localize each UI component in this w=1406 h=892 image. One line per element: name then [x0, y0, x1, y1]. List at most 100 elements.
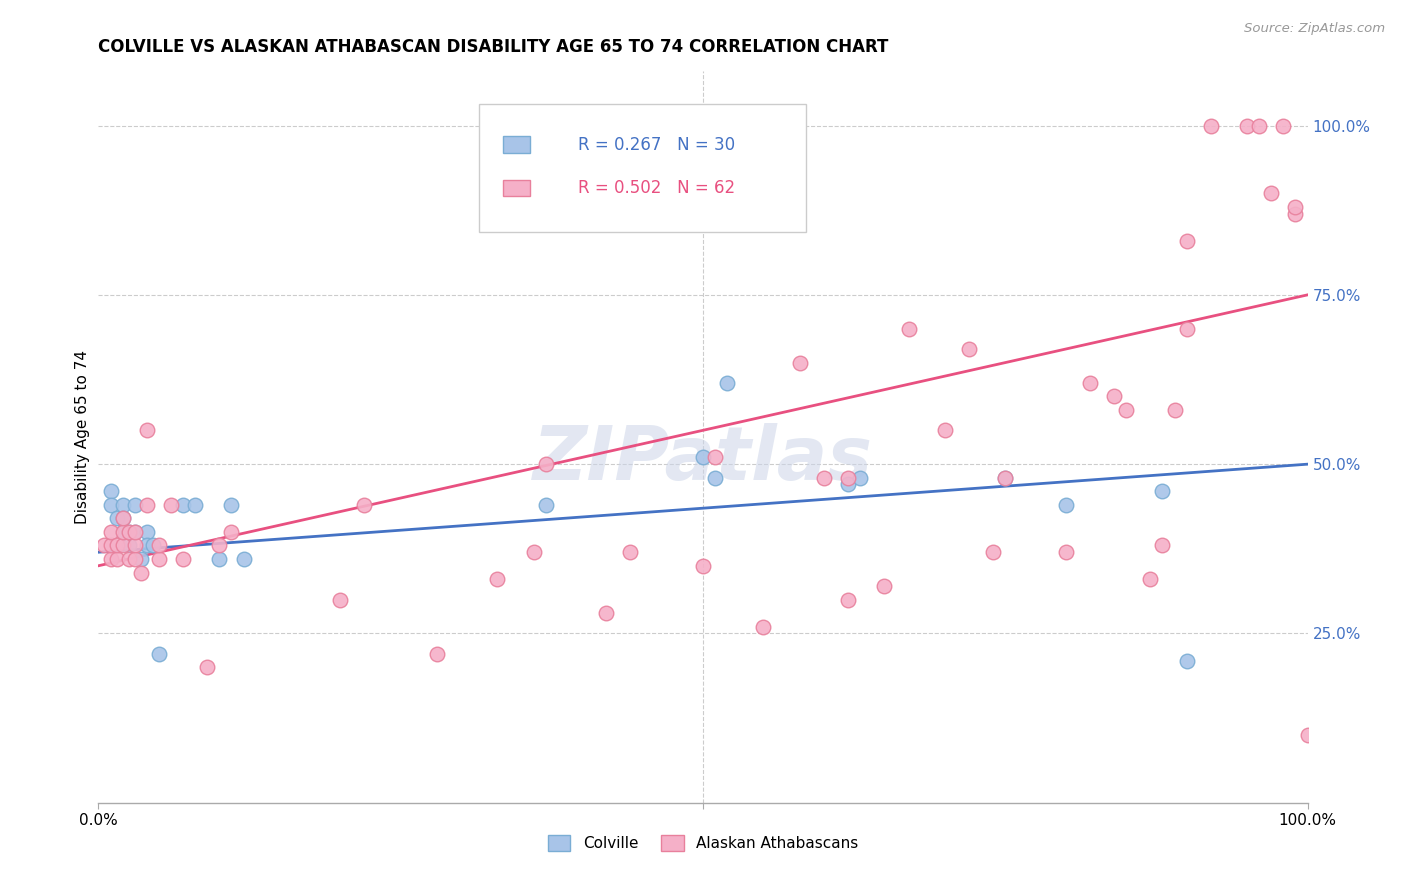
Point	[105, 538, 128, 552]
Point	[595, 606, 617, 620]
Text: Source: ZipAtlas.com: Source: ZipAtlas.com	[1244, 22, 1385, 36]
Point	[124, 524, 146, 539]
Point	[100, 498, 122, 512]
Point	[873, 579, 896, 593]
FancyBboxPatch shape	[503, 180, 530, 196]
Point	[142, 538, 165, 552]
Point	[1152, 538, 1174, 552]
Point	[100, 484, 122, 499]
Point	[1139, 572, 1161, 586]
Point	[1175, 234, 1198, 248]
Point	[100, 524, 122, 539]
Point	[160, 498, 183, 512]
Point	[837, 471, 859, 485]
Point	[1152, 484, 1174, 499]
Point	[118, 538, 141, 552]
Point	[1284, 206, 1306, 220]
Point	[1078, 376, 1101, 390]
Point	[208, 552, 231, 566]
Point	[934, 423, 956, 437]
Point	[704, 450, 727, 465]
Point	[957, 342, 980, 356]
Point	[118, 552, 141, 566]
Point	[232, 552, 254, 566]
Point	[111, 524, 134, 539]
Point	[329, 592, 352, 607]
Point	[111, 524, 134, 539]
Point	[221, 524, 243, 539]
Point	[1249, 119, 1271, 133]
FancyBboxPatch shape	[503, 136, 530, 153]
Point	[93, 538, 115, 552]
Point	[1272, 119, 1295, 133]
Text: COLVILLE VS ALASKAN ATHABASCAN DISABILITY AGE 65 TO 74 CORRELATION CHART: COLVILLE VS ALASKAN ATHABASCAN DISABILIT…	[98, 38, 889, 56]
Point	[1102, 389, 1125, 403]
Point	[111, 498, 134, 512]
Text: R = 0.267   N = 30: R = 0.267 N = 30	[578, 136, 735, 153]
Point	[105, 511, 128, 525]
Point	[1236, 119, 1258, 133]
Point	[124, 538, 146, 552]
Point	[118, 524, 141, 539]
Point	[148, 647, 170, 661]
Point	[105, 552, 128, 566]
Point	[752, 620, 775, 634]
Point	[1260, 186, 1282, 201]
Y-axis label: Disability Age 65 to 74: Disability Age 65 to 74	[75, 350, 90, 524]
Point	[124, 524, 146, 539]
Legend: Colville, Alaskan Athabascans: Colville, Alaskan Athabascans	[541, 830, 865, 857]
Point	[704, 471, 727, 485]
Point	[135, 423, 157, 437]
Point	[486, 572, 509, 586]
Point	[195, 660, 218, 674]
Point	[837, 477, 859, 491]
Point	[100, 552, 122, 566]
Point	[1054, 498, 1077, 512]
Point	[172, 498, 194, 512]
Point	[789, 355, 811, 369]
Point	[184, 498, 207, 512]
FancyBboxPatch shape	[479, 104, 806, 232]
Point	[100, 538, 122, 552]
Point	[111, 511, 134, 525]
Point	[692, 450, 714, 465]
Point	[148, 552, 170, 566]
Point	[1199, 119, 1222, 133]
Point	[897, 322, 920, 336]
Point	[1054, 545, 1077, 559]
Point	[813, 471, 835, 485]
Point	[172, 552, 194, 566]
Point	[534, 457, 557, 471]
Point	[111, 538, 134, 552]
Point	[1175, 322, 1198, 336]
Point	[994, 471, 1017, 485]
Point	[619, 545, 641, 559]
Point	[148, 538, 170, 552]
Point	[129, 552, 152, 566]
Text: R = 0.502   N = 62: R = 0.502 N = 62	[578, 179, 735, 197]
Point	[981, 545, 1004, 559]
Point	[994, 471, 1017, 485]
Point	[523, 545, 546, 559]
Point	[118, 524, 141, 539]
Point	[849, 471, 872, 485]
Text: ZIPatlas: ZIPatlas	[533, 423, 873, 496]
Point	[1296, 728, 1319, 742]
Point	[135, 498, 157, 512]
Point	[124, 498, 146, 512]
Point	[353, 498, 375, 512]
Point	[426, 647, 449, 661]
Point	[124, 552, 146, 566]
Point	[534, 498, 557, 512]
Point	[1115, 403, 1137, 417]
Point	[1284, 200, 1306, 214]
Point	[1175, 654, 1198, 668]
Point	[135, 524, 157, 539]
Point	[111, 511, 134, 525]
Point	[716, 376, 738, 390]
Point	[692, 558, 714, 573]
Point	[129, 566, 152, 580]
Point	[221, 498, 243, 512]
Point	[135, 538, 157, 552]
Point	[837, 592, 859, 607]
